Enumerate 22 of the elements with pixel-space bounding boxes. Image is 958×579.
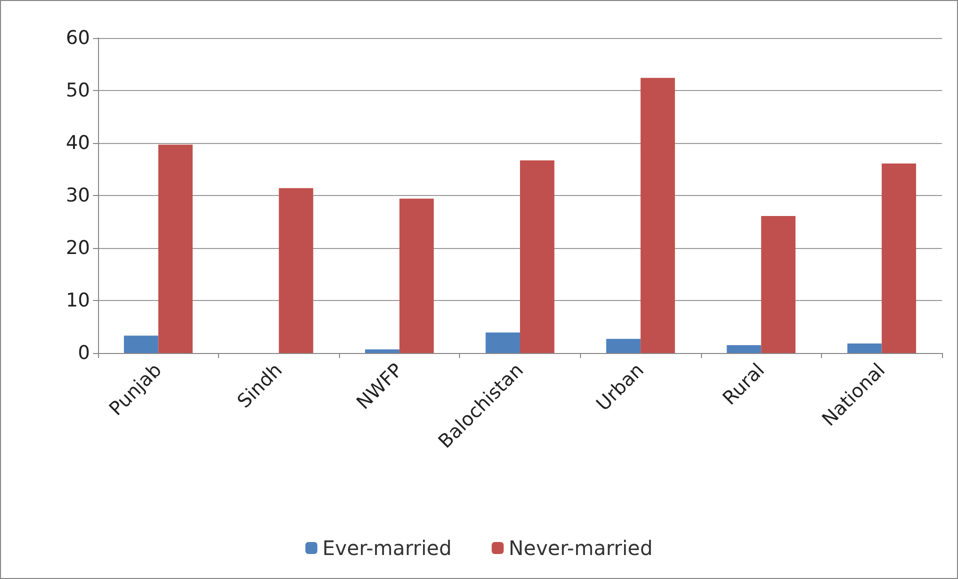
bar xyxy=(520,160,554,353)
y-tick-label: 30 xyxy=(66,184,90,206)
legend-label: Never-married xyxy=(508,536,653,560)
bar xyxy=(726,345,762,353)
bar xyxy=(606,338,641,353)
y-tick-label: 40 xyxy=(66,132,90,154)
y-tick-label: 0 xyxy=(78,342,90,364)
bar xyxy=(640,78,675,353)
bar xyxy=(158,144,193,353)
y-tick-label: 10 xyxy=(66,290,90,312)
bar xyxy=(124,336,158,353)
bar xyxy=(847,344,882,353)
bar xyxy=(278,188,314,353)
bar xyxy=(486,332,520,353)
legend-label: Ever-married xyxy=(322,536,452,560)
bar xyxy=(761,216,796,353)
y-tick-label: 20 xyxy=(66,237,90,259)
y-tick-label: 60 xyxy=(66,27,90,49)
y-tick-label: 50 xyxy=(66,80,90,102)
bar xyxy=(399,198,434,353)
bar xyxy=(882,163,916,353)
bar xyxy=(365,349,400,353)
